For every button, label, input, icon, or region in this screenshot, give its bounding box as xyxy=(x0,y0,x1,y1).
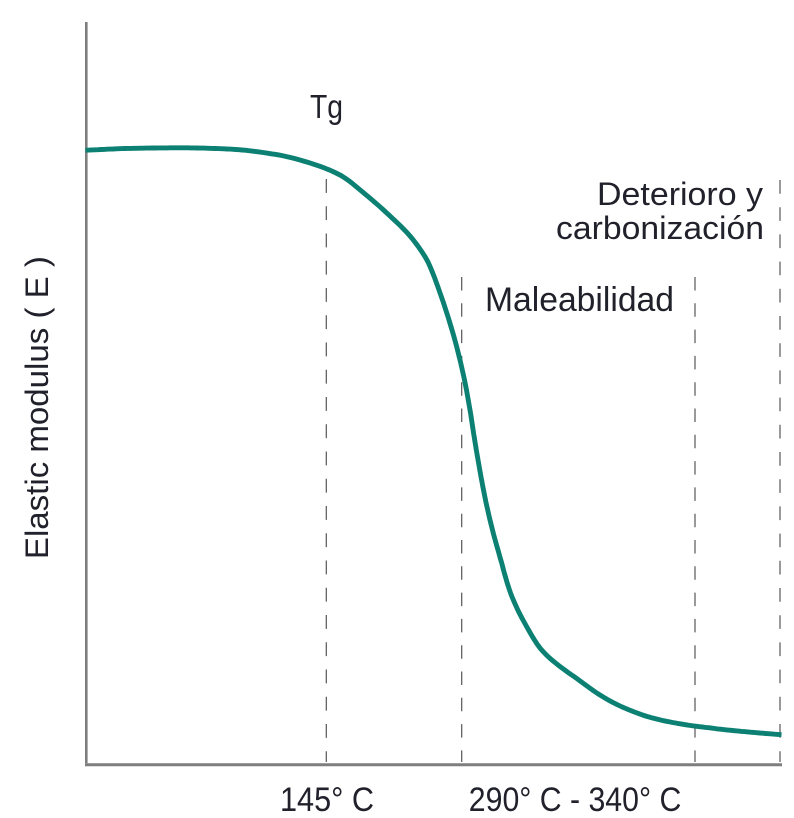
svg-text:carbonización: carbonización xyxy=(556,210,764,246)
svg-text:Deterioro y: Deterioro y xyxy=(597,176,764,212)
svg-text:Tg: Tg xyxy=(310,88,343,125)
svg-text:290° C - 340° C: 290° C - 340° C xyxy=(469,781,682,818)
svg-text:Elastic modulus ( E ): Elastic modulus ( E ) xyxy=(19,256,55,559)
svg-text:Maleabilidad: Maleabilidad xyxy=(485,281,674,319)
svg-text:145° C: 145° C xyxy=(280,781,374,818)
